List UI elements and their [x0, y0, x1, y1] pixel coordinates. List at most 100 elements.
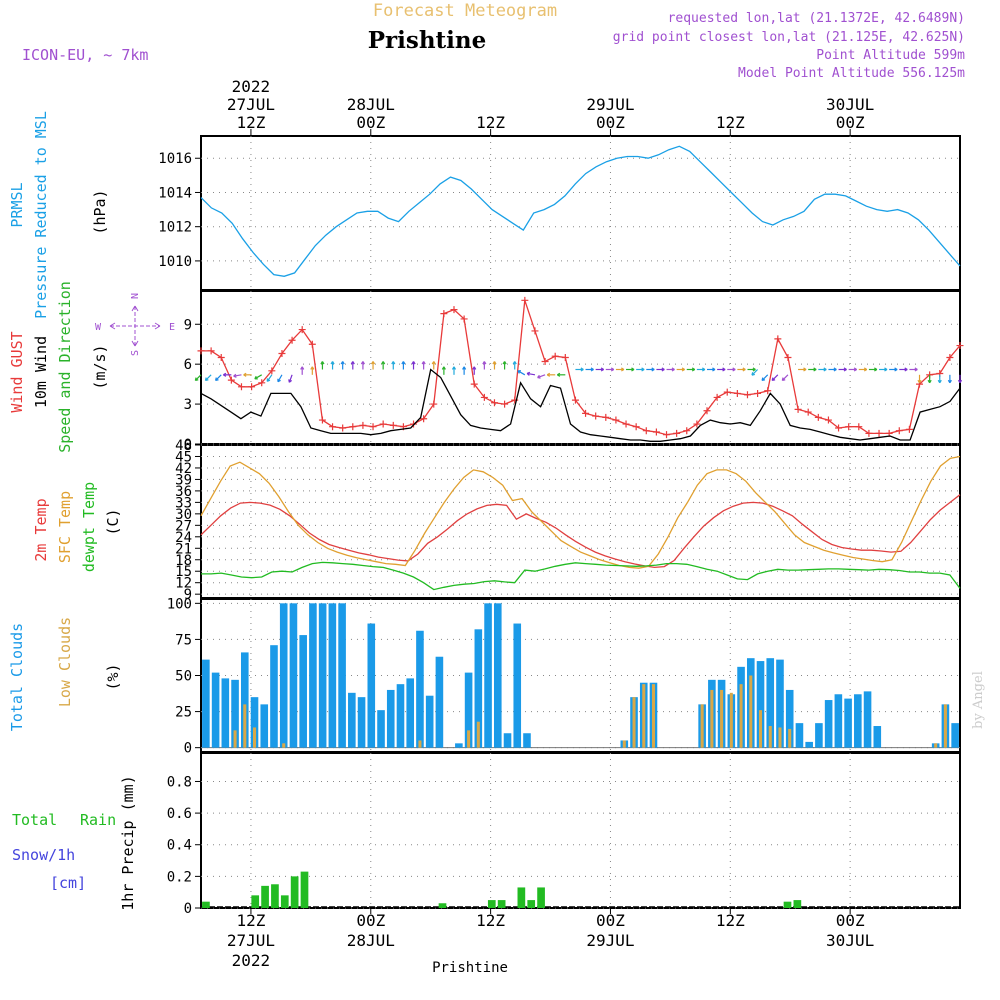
gust-point: [743, 391, 751, 399]
total-cloud-bar: [493, 603, 502, 748]
gust-point: [946, 354, 954, 362]
low-cloud-bar: [788, 728, 792, 748]
wind-series-1-line: [200, 368, 961, 442]
gust-point: [237, 383, 245, 391]
gust-point: [683, 427, 691, 435]
compass-w: W: [95, 322, 102, 333]
temperature-ytick-label: 12: [175, 576, 192, 592]
gust-point: [632, 423, 640, 431]
low-cloud-bar: [622, 740, 626, 748]
pressure-panel: 1010 1012 1014 1016: [158, 135, 961, 291]
total-cloud-bar: [386, 689, 395, 748]
wind-direction-arrowhead: [823, 367, 827, 372]
total-cloud-bar: [221, 678, 230, 748]
rain-bar: [438, 903, 447, 908]
gust-point: [389, 421, 397, 429]
temperature-ytick-label: 48: [175, 438, 192, 454]
gust-point: [905, 425, 913, 433]
total-cloud-bar: [348, 692, 356, 748]
gust-point: [308, 340, 316, 348]
gust-point: [349, 423, 357, 431]
total-cloud-bar: [377, 710, 385, 748]
wind-direction-arrowhead: [320, 361, 325, 365]
wind-direction-arrow: [761, 374, 769, 381]
wind-direction-arrowhead: [742, 367, 746, 372]
precip-label-cm: [cm]: [50, 874, 86, 892]
temperature-ytick-label: 21: [175, 541, 192, 557]
top-time-label: 12Z: [236, 113, 265, 132]
wind-direction-arrowhead: [512, 361, 517, 365]
cloud-label-low: Low Clouds: [56, 617, 74, 707]
wind-direction-arrowhead: [641, 367, 645, 372]
wind-direction-arrow: [517, 370, 526, 376]
wind-direction-arrowhead: [853, 367, 857, 372]
compass-e: E: [169, 322, 175, 333]
wind-direction-arrow: [233, 374, 242, 377]
precip-ytick-label: 0.8: [167, 774, 192, 790]
precip-label-snow: Snow/1h: [12, 846, 75, 864]
temperature-ytick-label: 33: [175, 495, 192, 511]
temperature-ytick-label: 36: [175, 484, 192, 500]
wind-direction-arrowhead: [904, 367, 908, 372]
wind-direction-arrowhead: [781, 377, 786, 382]
total-cloud-bar: [756, 661, 765, 748]
pressure-label-unit: (hPa): [91, 189, 109, 234]
low-cloud-bar: [476, 721, 480, 748]
gust-point: [703, 407, 711, 415]
gust-point: [865, 429, 873, 437]
wind-direction-arrowhead: [557, 372, 561, 377]
gust-point: [754, 389, 762, 397]
wind-direction-arrowhead: [421, 361, 426, 365]
wind-direction-arrowhead: [947, 379, 952, 384]
low-cloud-bar: [233, 730, 237, 748]
total-cloud-bar: [455, 743, 463, 748]
wind-direction-arrow: [215, 374, 222, 381]
low-cloud-bar: [759, 710, 763, 748]
wind-direction-arrowhead: [712, 367, 716, 372]
point-altitude: Point Altitude 599m: [816, 48, 965, 63]
wind-direction-arrow: [277, 374, 283, 383]
total-cloud-bar: [435, 656, 444, 748]
gust-point: [895, 427, 903, 435]
wind-direction-arrowhead: [590, 367, 594, 372]
bottom-time-label: 30JUL: [826, 931, 874, 950]
gust-point: [582, 409, 590, 417]
wind-direction-arrowhead: [233, 373, 237, 378]
gust-point: [430, 400, 438, 408]
rain-bar: [527, 900, 536, 908]
low-cloud-bar: [749, 675, 753, 748]
compass-n: N: [130, 293, 141, 299]
wind-direction-arrowhead: [671, 367, 675, 372]
gust-point: [197, 347, 205, 355]
wind-panel: 0 3 6 9: [184, 290, 964, 453]
wind-direction-arrowhead: [631, 367, 635, 372]
wind-direction-arrowhead: [204, 377, 209, 382]
temp-label-unit: (C): [104, 508, 122, 535]
wind-direction-arrowhead: [661, 367, 665, 372]
rain-bar: [517, 887, 526, 908]
top-time-label: 30JUL: [826, 95, 874, 114]
wind-direction-arrow: [288, 374, 293, 383]
gust-point: [956, 342, 964, 350]
low-cloud-bar: [243, 704, 247, 748]
wind-direction-arrowhead: [843, 367, 847, 372]
rain-bar: [300, 871, 309, 908]
pressure-series-0-line: [200, 145, 961, 277]
model-altitude: Model Point Altitude 556.125m: [738, 66, 965, 81]
gust-point: [845, 423, 853, 431]
total-cloud-bar: [863, 691, 872, 748]
wind-direction-arrowhead: [254, 375, 258, 380]
gust-point: [460, 315, 468, 323]
rain-bar: [271, 884, 279, 908]
total-cloud-bar: [464, 672, 473, 748]
gust-point: [501, 400, 509, 408]
wind-direction-arrowhead: [546, 372, 551, 377]
temperature-ytick-label: 45: [175, 449, 192, 465]
gust-point: [410, 420, 418, 428]
wind-direction-arrowhead: [813, 367, 817, 372]
wind-direction-arrow: [751, 369, 759, 376]
gust-point: [602, 413, 610, 421]
gust-point: [652, 428, 660, 436]
